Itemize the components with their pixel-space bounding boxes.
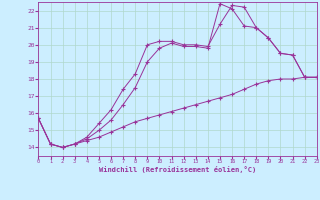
X-axis label: Windchill (Refroidissement éolien,°C): Windchill (Refroidissement éolien,°C) — [99, 166, 256, 173]
